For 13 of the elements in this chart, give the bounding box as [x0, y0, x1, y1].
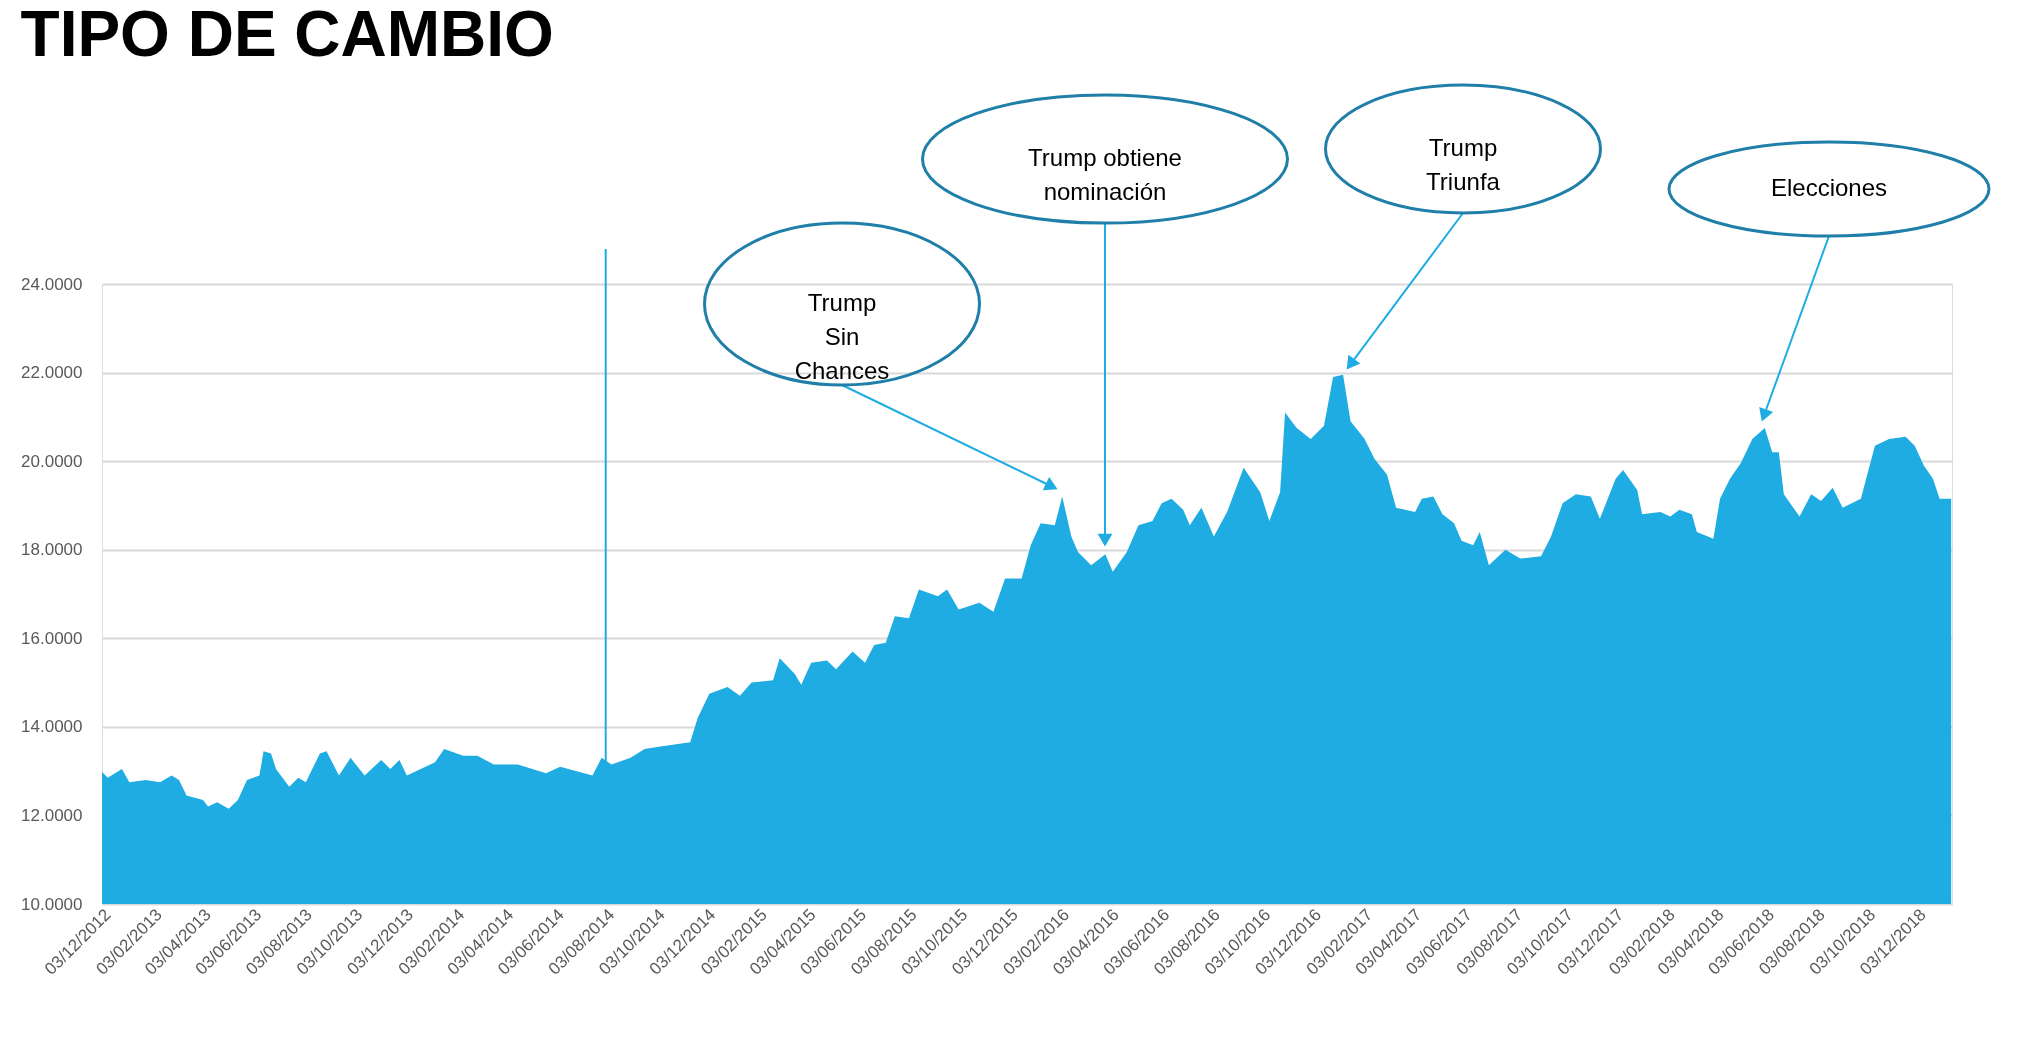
- y-tick-label: 18.0000: [21, 540, 83, 560]
- y-tick-label: 10.0000: [21, 894, 83, 914]
- annotation: Trump Sin Chances: [794, 289, 890, 384]
- y-tick-label: 22.0000: [21, 363, 83, 383]
- y-tick-label: 20.0000: [21, 451, 83, 471]
- y-tick-label: 14.0000: [21, 717, 83, 737]
- y-tick-label: 16.0000: [21, 628, 83, 648]
- text: Elecciones: [1770, 174, 1888, 201]
- y-tick-label: 12.0000: [21, 805, 83, 825]
- y-tick-label: 24.0000: [21, 274, 83, 294]
- text: Trump obtiene nominación: [1028, 144, 1182, 205]
- text: Trump Triunfa: [1426, 134, 1501, 195]
- chart-title: TIPO DE CAMBIO: [20, 0, 554, 71]
